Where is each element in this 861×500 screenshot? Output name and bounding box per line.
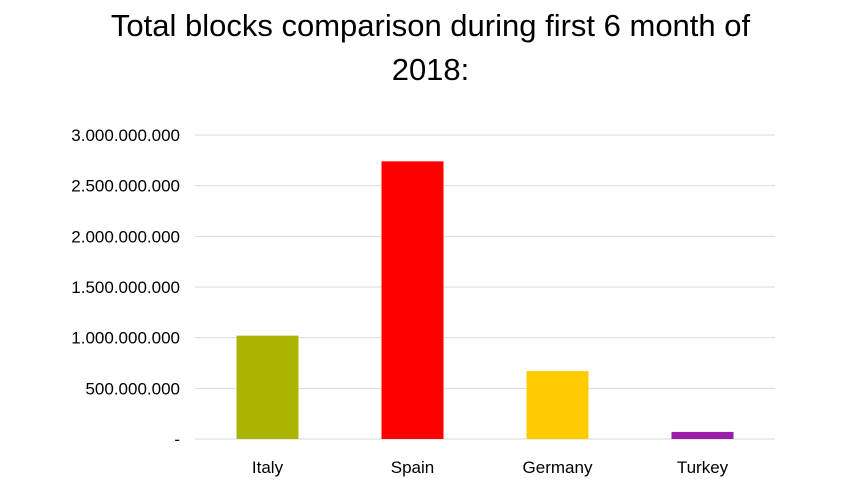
x-tick-label: Turkey (677, 458, 729, 477)
bar-turkey (671, 431, 734, 439)
bar-italy (236, 335, 299, 439)
bar-spain (381, 161, 444, 439)
chart-title-line-1: Total blocks comparison during first 6 m… (110, 8, 751, 43)
x-tick-label: Germany (523, 458, 593, 477)
chart-title-line-2: 2018: (391, 52, 470, 87)
bar-germany (526, 371, 589, 439)
y-tick-label: 3.000.000.000 (71, 126, 180, 145)
x-tick-label: Spain (391, 458, 434, 477)
y-tick-label: 500.000.000 (85, 379, 180, 398)
y-tick-label: 2.000.000.000 (71, 227, 180, 246)
y-tick-label: 1.500.000.000 (71, 278, 180, 297)
y-tick-label: 2.500.000.000 (71, 177, 180, 196)
x-tick-label: Italy (252, 458, 284, 477)
y-tick-label: 1.000.000.000 (71, 329, 180, 348)
y-tick-label: - (174, 430, 180, 449)
